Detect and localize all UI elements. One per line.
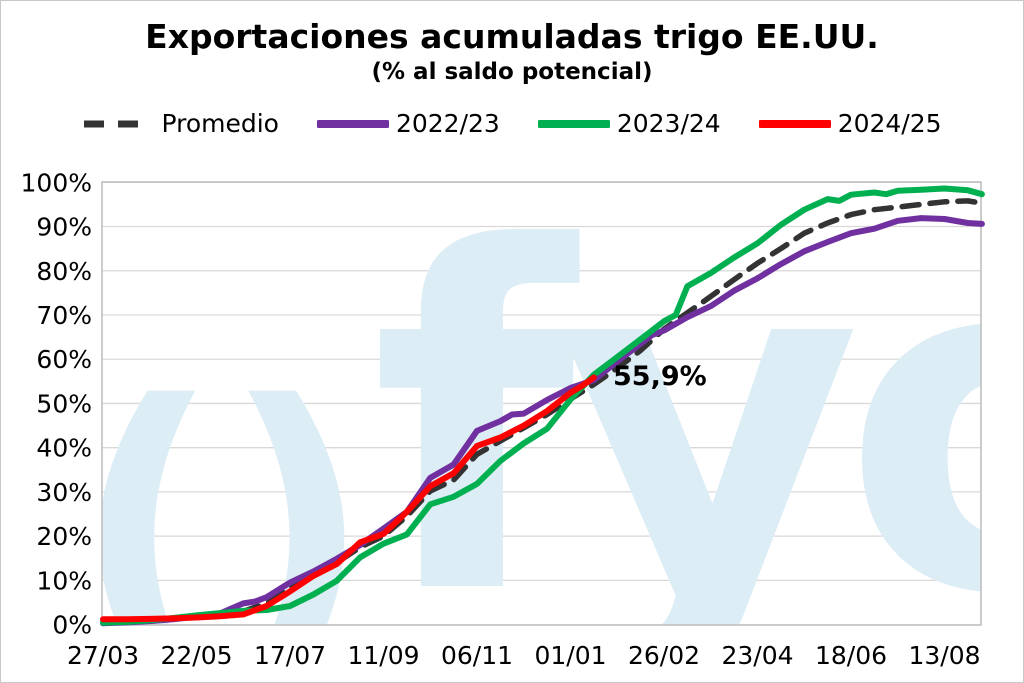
x-tick-label: 11/09	[347, 641, 419, 670]
legend-swatch	[316, 119, 389, 128]
legend-label: 2023/24	[616, 109, 721, 138]
y-tick-label: 10%	[36, 566, 92, 595]
legend-swatch	[758, 119, 831, 128]
series-line-2022-23	[100, 215, 985, 627]
legend: Promedio 2022/23 2023/24 2024/25	[1, 109, 1023, 138]
y-tick-label: 40%	[36, 434, 92, 463]
series-line-2024-25	[100, 374, 597, 623]
y-tick-label: 70%	[36, 301, 92, 330]
y-tick-label: 100%	[21, 168, 92, 197]
legend-item-2024-25: 2024/25	[758, 109, 942, 138]
x-tick-label: 18/06	[815, 641, 887, 670]
y-tick-label: 60%	[36, 345, 92, 374]
legend-swatch	[84, 120, 153, 127]
chart-subtitle: (% al saldo potencial)	[371, 59, 653, 85]
watermark-mark: ()	[71, 335, 373, 683]
y-tick-label: 90%	[36, 213, 92, 242]
x-tick-label: 27/03	[67, 641, 139, 670]
legend-item-2023-24: 2023/24	[537, 109, 721, 138]
y-tick-label: 50%	[36, 389, 92, 418]
y-tick-label: 30%	[36, 478, 92, 507]
x-tick-label: 23/04	[721, 641, 793, 670]
legend-item-promedio: Promedio	[82, 109, 279, 138]
y-tick-label: 20%	[36, 522, 92, 551]
x-tick-label: 26/02	[628, 641, 700, 670]
x-tick-label: 22/05	[160, 641, 232, 670]
x-tick-label: 13/08	[908, 641, 980, 670]
x-tick-label: 17/07	[254, 641, 326, 670]
legend-label: 2024/25	[837, 109, 942, 138]
x-tick-label: 06/11	[441, 641, 513, 670]
watermark-text: fyo	[371, 150, 1024, 683]
x-tick-label: 01/01	[534, 641, 606, 670]
last-value-annotation: 55,9%	[613, 361, 707, 392]
legend-label: Promedio	[161, 109, 279, 138]
legend-item-2022-23: 2022/23	[316, 109, 500, 138]
chart-title: Exportaciones acumuladas trigo EE.UU.	[145, 17, 879, 56]
legend-label: 2022/23	[395, 109, 500, 138]
legend-swatch	[537, 119, 610, 128]
y-tick-label: 80%	[36, 257, 92, 286]
plot-border	[101, 181, 982, 626]
y-tick-label: 0%	[52, 611, 92, 640]
